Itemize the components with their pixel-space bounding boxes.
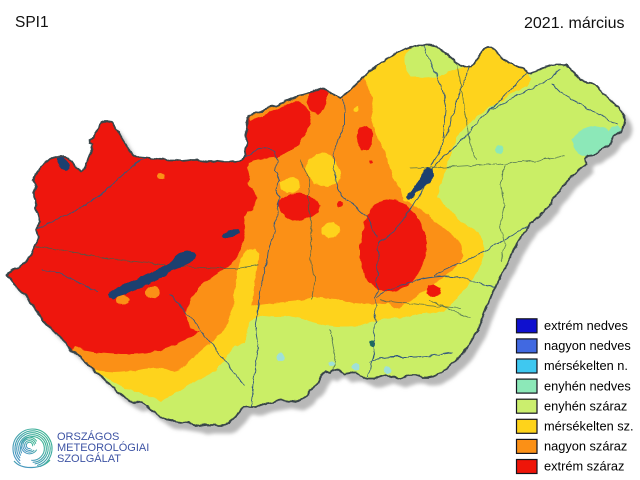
svg-text:mérsékelten n.: mérsékelten n. [544,358,628,373]
svg-text:ORSZÁGOS: ORSZÁGOS [57,430,119,443]
svg-text:enyhén száraz: enyhén száraz [544,398,627,413]
svg-text:extrém nedves: extrém nedves [544,318,628,333]
svg-text:METEOROLÓGIAI: METEOROLÓGIAI [57,441,149,454]
svg-text:enyhén nedves: enyhén nedves [544,378,631,393]
svg-text:mérsékelten sz.: mérsékelten sz. [544,419,634,434]
svg-text:SZOLGÁLAT: SZOLGÁLAT [57,452,121,465]
svg-text:2021. március: 2021. március [524,15,625,32]
svg-text:extrém száraz: extrém száraz [544,459,624,474]
svg-text:SPI1: SPI1 [15,14,49,31]
svg-text:nagyon száraz: nagyon száraz [544,439,627,454]
svg-text:nagyon nedves: nagyon nedves [544,338,631,353]
